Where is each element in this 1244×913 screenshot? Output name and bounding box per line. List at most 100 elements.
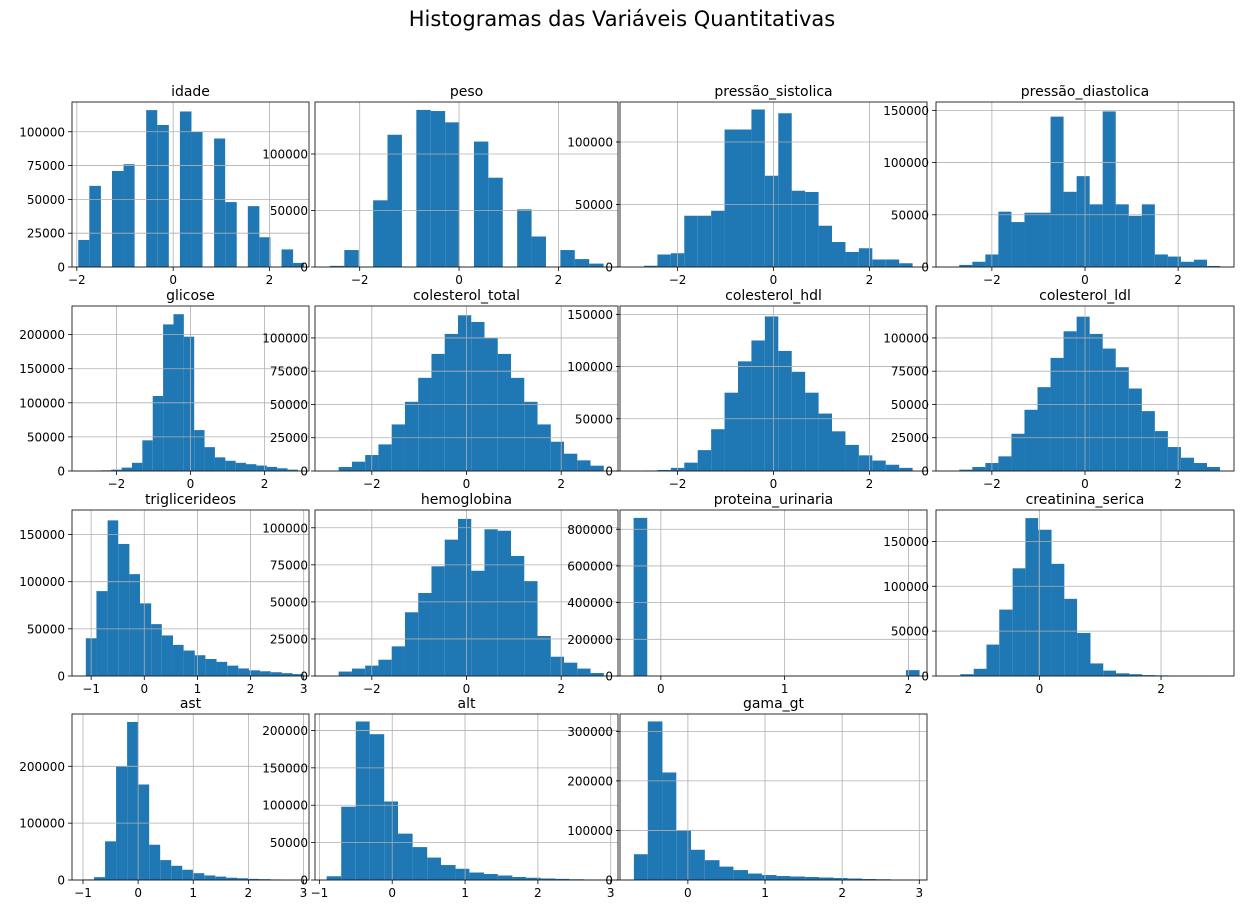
x-tick-label: 0 [187, 477, 195, 491]
histogram-bar [858, 248, 873, 267]
histogram-bar [761, 875, 777, 880]
y-tick-label: 100000 [567, 824, 613, 838]
histogram-bar [338, 671, 352, 676]
histogram-bar [1076, 316, 1090, 471]
histogram-bar [497, 353, 512, 471]
histogram-bar [96, 591, 108, 676]
histogram-bar [845, 252, 859, 267]
y-tick-label: 300000 [567, 725, 613, 739]
subplot-title: colesterol_ldl [1039, 288, 1131, 304]
histogram-hemoglobina: −2 0 2 0 25000 50000 75000 100000 hemoglobina [262, 492, 619, 696]
x-tick-label: 0 [770, 273, 778, 287]
y-tick-label: 0 [605, 874, 613, 888]
histogram-bar [973, 668, 987, 676]
histogram-bar [1206, 467, 1221, 471]
axes-frame [71, 509, 310, 677]
histogram-bar [214, 457, 226, 471]
histogram-bar [832, 242, 846, 267]
histogram-glicose: −2 0 2 0 50000 100000 150000 200000 glicose [19, 288, 310, 491]
figure-title: Histogramas das Variáveis Quantitativas [408, 7, 836, 31]
x-tick-label: −2 [351, 273, 369, 287]
y-tick-label: 400000 [567, 596, 613, 610]
y-tick-label: 800000 [567, 523, 613, 537]
histogram-bar [127, 721, 139, 880]
axes-frame [619, 509, 928, 677]
histogram-bar [550, 656, 565, 676]
y-tick-label: 200000 [567, 774, 613, 788]
y-tick-label: 600000 [567, 559, 613, 573]
histogram-bar [1037, 387, 1051, 471]
histogram-bar [1142, 675, 1155, 676]
histogram-bar [704, 860, 720, 880]
histogram-bar [751, 109, 765, 267]
y-tick-label: 100000 [883, 331, 929, 345]
histogram-bar [431, 353, 445, 471]
histogram-bar [832, 431, 846, 471]
histogram-bar [281, 673, 293, 676]
y-tick-label: 25000 [270, 632, 308, 646]
histogram-bar [1064, 598, 1078, 676]
y-tick-label: 50000 [27, 430, 65, 444]
histogram-bar [511, 555, 525, 676]
histogram-bar [986, 644, 1000, 676]
y-tick-label: 100000 [19, 125, 65, 139]
histogram-bar [550, 441, 565, 471]
histogram-bar [444, 539, 458, 676]
x-tick-label: −2 [983, 477, 1001, 491]
histogram-bar [351, 668, 366, 676]
y-tick-label: 200000 [19, 328, 65, 342]
histogram-bar [959, 469, 973, 471]
histogram-bar [819, 877, 834, 880]
x-tick-label: 3 [300, 682, 308, 696]
y-tick-label: 150000 [262, 761, 308, 775]
histogram-bar [511, 377, 525, 471]
histogram-bar [152, 396, 164, 471]
subplot-title: pressão_sistolica [714, 84, 832, 100]
histogram-bar [469, 872, 484, 880]
histogram-bar [171, 865, 183, 880]
histogram-bar [791, 371, 806, 471]
x-tick-label: 0 [1081, 477, 1089, 491]
histogram-pressão_diastolica: −2 0 2 0 50000 100000 150000 pressão_diastolica [883, 84, 1235, 287]
x-tick-label: 0 [463, 477, 471, 491]
histogram-bar [590, 673, 604, 676]
histogram-bar [488, 177, 503, 267]
histogram-bar [690, 849, 705, 880]
histogram-bar [111, 170, 124, 267]
histogram-bar [998, 456, 1012, 471]
histogram-bar [157, 124, 169, 268]
histogram-bar [998, 211, 1012, 267]
histogram-bar [1050, 116, 1064, 268]
histogram-bar [161, 635, 173, 676]
histogram-bar [418, 593, 432, 676]
histogram-bar [738, 129, 752, 267]
y-tick-label: 0 [300, 261, 308, 275]
histogram-bar [204, 447, 215, 471]
x-tick-label: 2 [1174, 477, 1182, 491]
histogram-bar [1103, 670, 1117, 676]
histogram-bar [457, 315, 472, 471]
subplot-title: colesterol_total [413, 288, 520, 304]
histogram-bar [633, 517, 648, 676]
histogram-bar [647, 721, 663, 880]
histogram-bar [872, 460, 886, 471]
histogram-bar [574, 259, 590, 267]
histogram-bar [183, 650, 195, 676]
y-tick-label: 100000 [262, 799, 308, 813]
histogram-bar [404, 612, 419, 676]
histogram-bar [471, 321, 485, 471]
x-tick-label: −1 [74, 886, 92, 900]
x-tick-label: 2 [557, 682, 565, 696]
x-tick-label: 0 [455, 273, 463, 287]
subplot-title: colesterol_hdl [725, 288, 822, 304]
histogram-colesterol_total: −2 0 2 0 25000 50000 75000 100000 colesterol_tot… [262, 288, 619, 491]
histogram-bar [1051, 563, 1065, 676]
axes-frame [935, 509, 1235, 677]
histogram-bar [78, 239, 90, 267]
histogram-bar [885, 464, 900, 471]
histogram-colesterol_ldl: −2 0 2 0 25000 50000 75000 100000 colesterol_ldl [883, 288, 1235, 491]
histogram-bar [899, 467, 913, 471]
